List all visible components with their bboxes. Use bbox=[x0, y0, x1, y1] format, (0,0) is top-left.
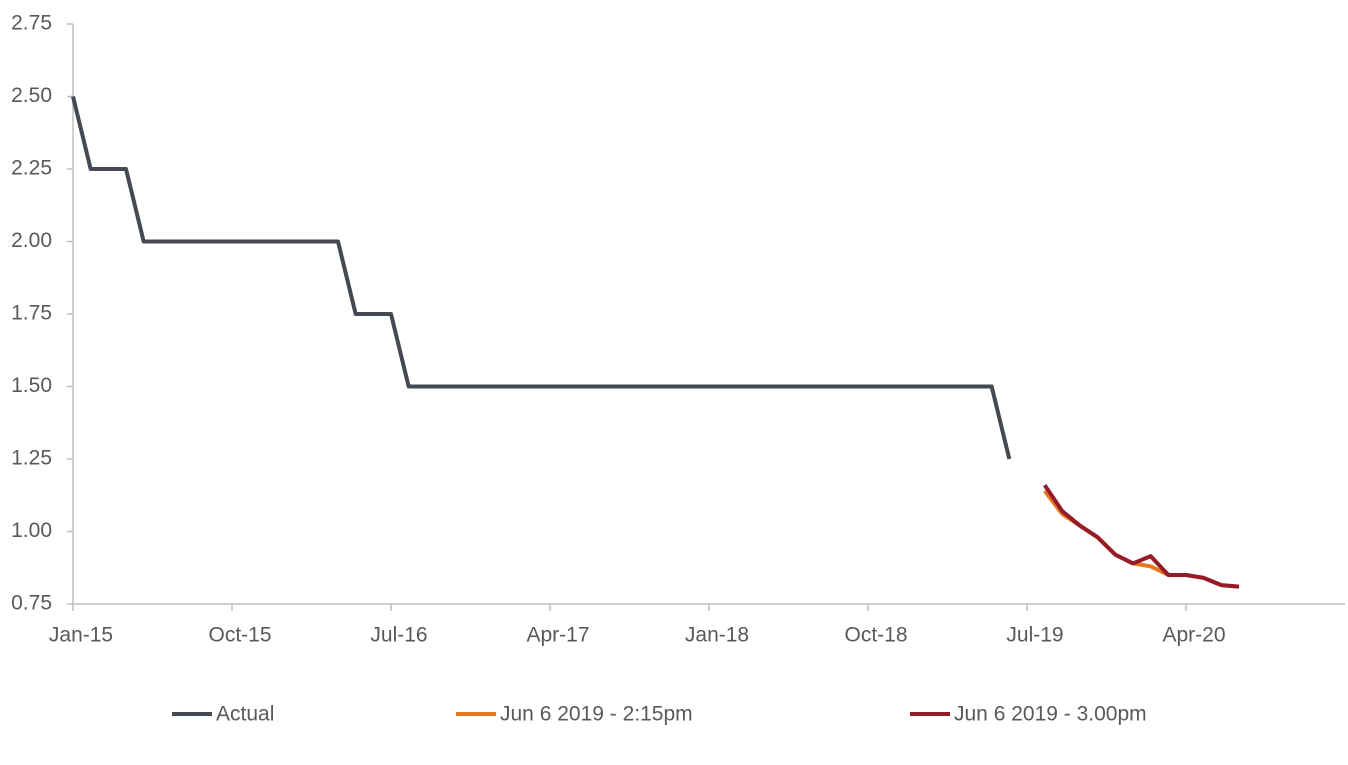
x-tick-label: Apr-20 bbox=[1162, 624, 1225, 647]
x-tick-label: Oct-15 bbox=[208, 624, 271, 647]
x-tick-label: Jul-16 bbox=[370, 624, 427, 647]
legend-label: Jun 6 2019 - 2:15pm bbox=[500, 703, 693, 726]
legend-label: Actual bbox=[216, 703, 274, 726]
y-tick-label: 0.75 bbox=[11, 592, 52, 615]
y-tick-label: 1.00 bbox=[11, 519, 52, 542]
series-line bbox=[71, 96, 1012, 460]
y-tick-label: 2.75 bbox=[11, 12, 52, 35]
y-tick-label: 1.75 bbox=[11, 302, 52, 325]
y-tick-label: 2.25 bbox=[11, 157, 52, 180]
x-tick-label: Oct-18 bbox=[844, 624, 907, 647]
y-tick-label: 1.25 bbox=[11, 447, 52, 470]
legend-label: Jun 6 2019 - 3.00pm bbox=[954, 703, 1147, 726]
x-tick-label: Apr-17 bbox=[526, 624, 589, 647]
x-tick-label: Jul-19 bbox=[1006, 624, 1063, 647]
series-line bbox=[1043, 483, 1240, 589]
series-line bbox=[1043, 489, 1240, 589]
y-tick-label: 1.50 bbox=[11, 374, 52, 397]
y-tick-label: 2.50 bbox=[11, 84, 52, 107]
y-tick-label: 2.00 bbox=[11, 229, 52, 252]
x-tick-label: Jan-15 bbox=[49, 624, 113, 647]
x-tick-label: Jan-18 bbox=[685, 624, 749, 647]
